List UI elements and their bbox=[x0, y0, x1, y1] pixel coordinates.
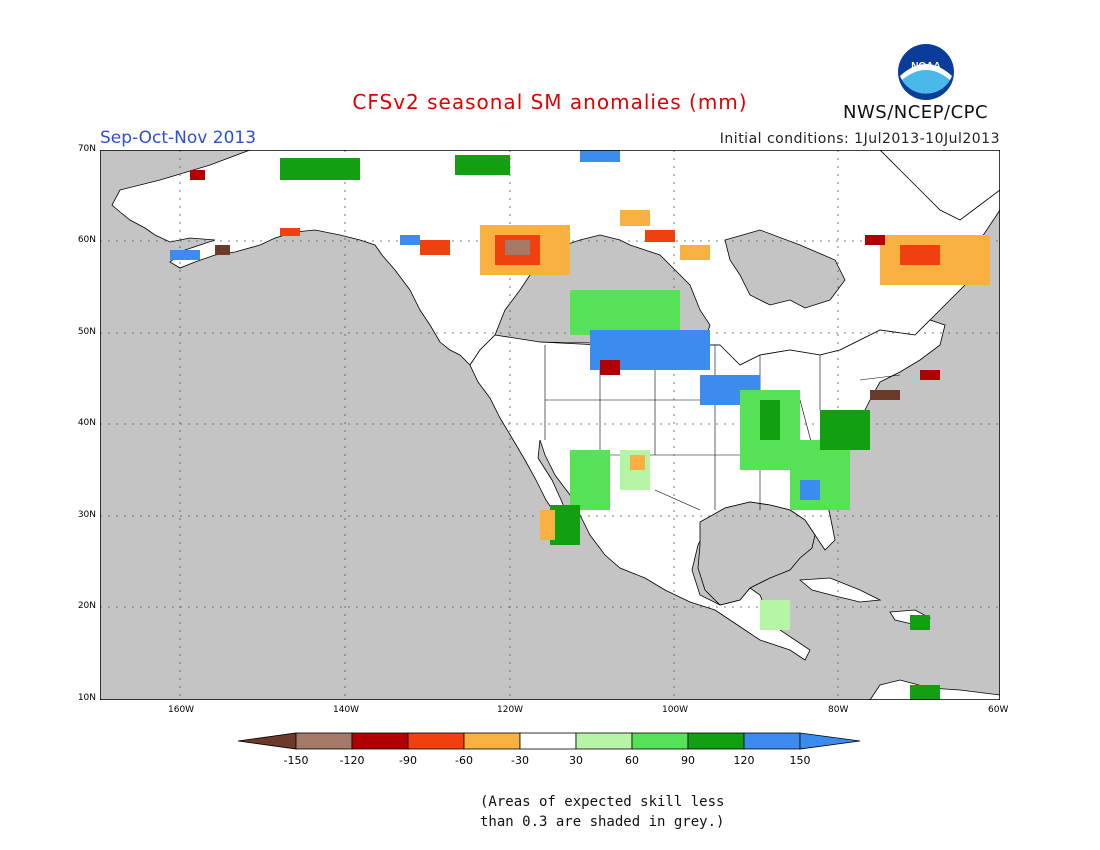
lat-tick-60: 60N bbox=[77, 235, 96, 245]
lon-tick-100w: 100W bbox=[662, 705, 689, 715]
initial-conditions-label: Initial conditions: 1Jul2013-10Jul2013 bbox=[719, 131, 1000, 147]
legend-swatch bbox=[631, 732, 689, 750]
legend-label: -90 bbox=[399, 754, 417, 767]
lat-axis: 70N 60N 50N 40N 30N 20N 10N bbox=[60, 144, 96, 710]
legend-label: -60 bbox=[455, 754, 473, 767]
legend-label: 30 bbox=[569, 754, 583, 767]
footnote-line-1: (Areas of expected skill less bbox=[480, 794, 725, 810]
lat-tick-20: 20N bbox=[77, 601, 96, 611]
lon-tick-120w: 120W bbox=[497, 705, 524, 715]
legend-swatch bbox=[463, 732, 521, 750]
lat-tick-40: 40N bbox=[77, 418, 96, 428]
lon-tick-140w: 140W bbox=[333, 705, 360, 715]
noaa-logo: NOAA bbox=[898, 44, 954, 100]
usa-mexico-landmass bbox=[469, 319, 946, 661]
skill-footnote: (Areas of expected skill less than 0.3 ar… bbox=[480, 792, 724, 832]
anomaly-cells bbox=[170, 150, 990, 700]
lat-tick-30: 30N bbox=[77, 510, 96, 520]
lat-tick-70: 70N bbox=[77, 144, 96, 154]
legend-swatch bbox=[519, 732, 577, 750]
color-legend: -150 -120 -90 -60 -30 30 60 90 120 150 bbox=[238, 732, 861, 767]
legend-swatch bbox=[351, 732, 409, 750]
gulf-of-mexico bbox=[697, 501, 816, 606]
legend-swatch bbox=[743, 732, 801, 750]
legend-swatch bbox=[295, 732, 353, 750]
legend-swatch bbox=[687, 732, 745, 750]
lon-tick-80w: 80W bbox=[828, 705, 849, 715]
agency-label: NWS/NCEP/CPC bbox=[843, 102, 989, 123]
legend-label: 90 bbox=[681, 754, 695, 767]
lon-axis: 160W 140W 120W 100W 80W 60W bbox=[100, 705, 1008, 719]
legend-label: -150 bbox=[284, 754, 309, 767]
legend-label: -120 bbox=[340, 754, 365, 767]
legend-swatch bbox=[575, 732, 633, 750]
legend-swatch-high bbox=[799, 732, 861, 750]
legend-label: 150 bbox=[790, 754, 811, 767]
lat-tick-10: 10N bbox=[77, 693, 96, 703]
legend-swatch bbox=[407, 732, 465, 750]
noaa-logo-sea bbox=[902, 70, 950, 94]
greenland bbox=[879, 150, 1000, 221]
lon-tick-60w: 60W bbox=[988, 705, 1009, 715]
legend-label: 120 bbox=[734, 754, 755, 767]
anomaly-map: 70N 60N 50N 40N 30N 20N 10N bbox=[100, 150, 1000, 700]
lat-tick-50: 50N bbox=[77, 327, 96, 337]
legend-swatch-low bbox=[238, 732, 297, 750]
legend-label: 60 bbox=[625, 754, 639, 767]
lon-tick-160w: 160W bbox=[168, 705, 195, 715]
legend-label: -30 bbox=[511, 754, 529, 767]
footnote-line-2: than 0.3 are shaded in grey.) bbox=[480, 814, 725, 830]
map-title: CFSv2 seasonal SM anomalies (mm) bbox=[352, 90, 748, 114]
cuba bbox=[798, 577, 882, 603]
hudson-bay bbox=[724, 229, 846, 309]
season-label: Sep-Oct-Nov 2013 bbox=[100, 128, 257, 148]
noaa-logo-text: NOAA bbox=[911, 61, 940, 72]
